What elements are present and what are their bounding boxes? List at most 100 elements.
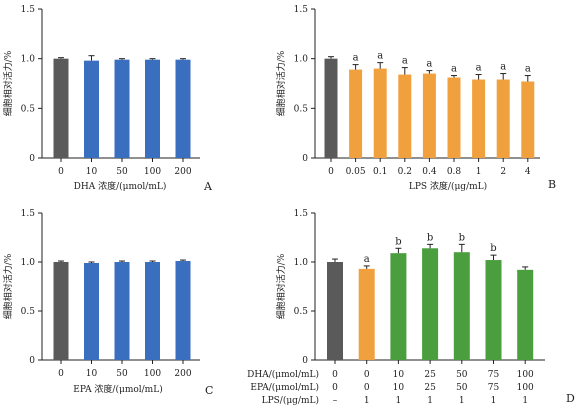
significance-label: a [364, 254, 370, 265]
y-tick-label: 1.5 [294, 5, 309, 15]
x-tick-label: 0 [328, 167, 334, 177]
table-cell: 10 [393, 383, 405, 393]
table-cell: 75 [488, 383, 500, 393]
table-cell: 1 [396, 396, 402, 406]
bar [114, 262, 130, 360]
significance-label: a [476, 63, 482, 74]
bar [84, 262, 99, 360]
significance-label: b [459, 232, 465, 243]
bar [327, 262, 343, 360]
x-tick-label: 0.4 [422, 167, 437, 177]
table-row-label: LPS/(μg/mL) [262, 395, 319, 406]
y-tick-label: 0 [302, 356, 308, 366]
bar [447, 77, 461, 158]
table-cell: 75 [488, 370, 500, 380]
y-axis-label: 细胞相对活力/% [2, 253, 14, 319]
bar [145, 59, 160, 158]
significance-label: b [490, 243, 496, 254]
bar [53, 58, 69, 158]
x-tick-label: 0.8 [447, 167, 462, 177]
bar [485, 260, 502, 360]
bar [398, 74, 412, 158]
y-tick-label: 1.0 [21, 258, 36, 268]
bar [517, 269, 534, 360]
table-cell: 1 [491, 396, 497, 406]
table-cell: – [333, 396, 338, 406]
bar [496, 79, 510, 158]
table-cell: 100 [517, 383, 534, 393]
x-tick-label: 50 [116, 369, 128, 379]
bar [175, 59, 191, 158]
panel-letter: A [203, 180, 213, 193]
bar [422, 248, 439, 360]
x-tick-label: 0 [58, 167, 64, 177]
table-cell: 1 [459, 396, 465, 406]
significance-label: b [395, 236, 401, 247]
y-tick-label: 1.5 [21, 5, 36, 15]
x-tick-label: 4 [525, 167, 531, 177]
table-cell: 0 [332, 370, 338, 380]
panel-b: 0 0.5 1.0 1.5 细胞相对活力/% 0 a 0.05 a 0.1 a 0.2 a 0.4 a 0.8… [275, 5, 556, 192]
panel-letter: B [548, 178, 556, 191]
bar [324, 58, 338, 158]
bar [521, 81, 535, 158]
table-cell: 0 [364, 370, 370, 380]
table-cell: 0 [364, 383, 370, 393]
significance-label: a [500, 62, 506, 73]
x-tick-label: 100 [144, 369, 161, 379]
y-tick-label: 0.5 [294, 307, 309, 317]
bar [472, 79, 486, 158]
table-cell: 100 [517, 370, 534, 380]
y-tick-label: 0.5 [21, 307, 36, 317]
y-tick-label: 1.0 [294, 55, 309, 65]
x-tick-label: 50 [116, 167, 128, 177]
y-tick-label: 1.5 [21, 209, 36, 219]
y-tick-label: 1.0 [21, 55, 36, 65]
significance-label: a [451, 64, 457, 75]
bar [358, 268, 375, 360]
x-tick-label: 200 [174, 167, 191, 177]
x-tick-label: 10 [86, 369, 98, 379]
bar [349, 69, 363, 158]
y-axis-label: 细胞相对活力/% [275, 50, 287, 116]
significance-label: a [426, 59, 432, 70]
table-row-label: EPA/(μmol/mL) [250, 382, 319, 393]
panel-c: 0 0.5 1.0 1.5 细胞相对活力/% 0 10 50 100 200 EPA 浓度/(μmo… [2, 209, 213, 397]
bar [114, 59, 130, 158]
bar [175, 261, 191, 360]
significance-label: a [377, 51, 383, 62]
table-row-label: DHA/(μmol/mL) [247, 369, 319, 380]
y-tick-label: 0.5 [294, 104, 309, 114]
significance-label: a [402, 56, 408, 67]
x-tick-label: 0.05 [346, 167, 366, 177]
bar [53, 262, 69, 360]
bar [422, 73, 436, 158]
y-tick-label: 1.5 [294, 209, 309, 219]
y-axis-label: 细胞相对活力/% [275, 253, 287, 319]
table-cell: 50 [456, 370, 468, 380]
x-tick-label: 100 [144, 167, 161, 177]
bar [145, 262, 160, 360]
table-cell: 0 [332, 383, 338, 393]
x-tick-label: 0 [58, 369, 64, 379]
y-tick-label: 0 [29, 356, 35, 366]
table-cell: 25 [424, 383, 436, 393]
table-cell: 50 [456, 383, 468, 393]
table-cell: 1 [522, 396, 528, 406]
x-tick-label: 1 [476, 167, 482, 177]
y-tick-label: 0.5 [21, 104, 36, 114]
y-tick-label: 0 [29, 154, 35, 164]
x-tick-label: 200 [174, 369, 191, 379]
x-tick-label: 0.1 [373, 167, 387, 177]
bar [84, 60, 99, 158]
table-cell: 25 [424, 370, 436, 380]
significance-label: a [525, 64, 531, 75]
panel-letter: C [205, 384, 213, 397]
panel-letter: D [566, 392, 575, 405]
x-axis-label: LPS 浓度/(μg/mL) [409, 180, 487, 192]
bar [390, 253, 407, 360]
x-tick-label: 2 [500, 167, 506, 177]
significance-label: a [353, 53, 359, 64]
